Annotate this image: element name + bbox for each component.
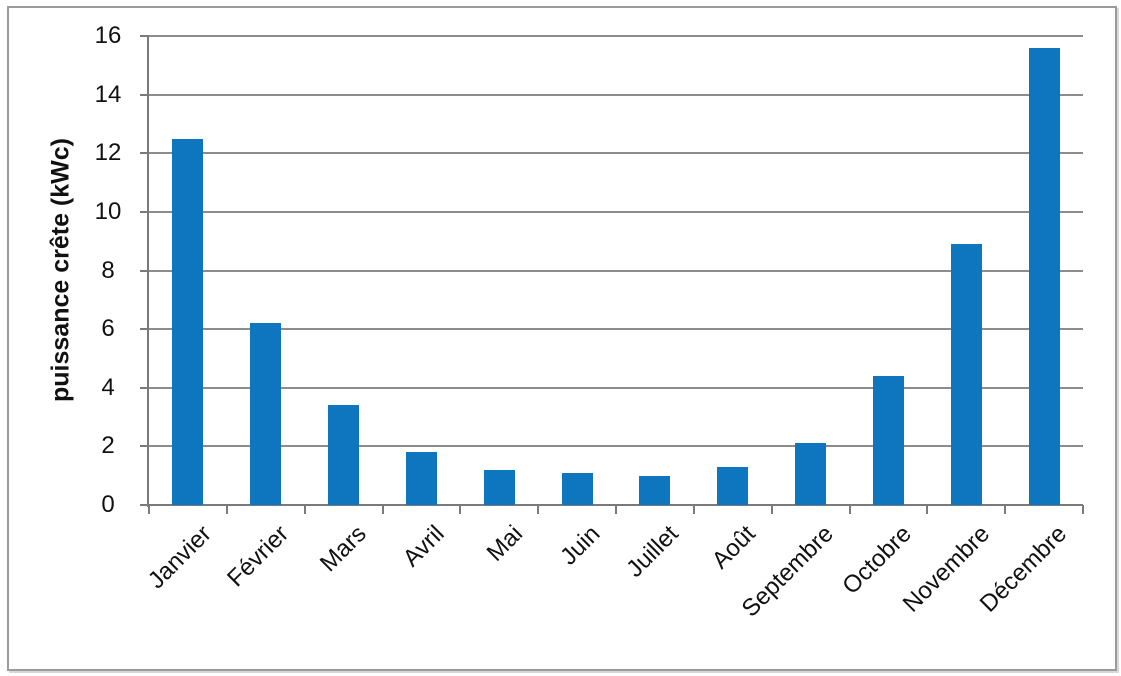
bar-decembre bbox=[1028, 47, 1060, 505]
y-tick-label-6: 6 bbox=[101, 315, 115, 343]
bar-juin bbox=[561, 472, 593, 505]
gridline-y-4 bbox=[149, 386, 1083, 389]
gridline-y-12 bbox=[149, 152, 1083, 155]
x-tick-3 bbox=[381, 505, 384, 514]
x-label-juin: Juin bbox=[555, 520, 606, 571]
bar-janvier bbox=[172, 138, 204, 505]
x-tick-2 bbox=[303, 505, 306, 514]
bar-novembre bbox=[950, 244, 982, 505]
bar-avril bbox=[405, 452, 437, 505]
y-axis-line bbox=[147, 36, 149, 507]
gridline-y-6 bbox=[149, 328, 1083, 331]
x-label-janvier: Janvier bbox=[142, 520, 217, 595]
y-tick-6 bbox=[140, 328, 149, 331]
x-tick-8 bbox=[770, 505, 773, 514]
y-tick-label-4: 4 bbox=[101, 373, 115, 401]
gridline-y-2 bbox=[149, 445, 1083, 448]
x-label-fevrier: Février bbox=[222, 520, 295, 593]
x-tick-1 bbox=[225, 505, 228, 514]
x-label-mars: Mars bbox=[315, 520, 372, 578]
y-tick-label-8: 8 bbox=[101, 256, 115, 284]
x-label-avril: Avril bbox=[398, 520, 450, 573]
gridline-y-8 bbox=[149, 269, 1083, 272]
x-tick-12 bbox=[1082, 505, 1084, 514]
y-tick-0 bbox=[140, 504, 149, 506]
y-tick-4 bbox=[140, 386, 149, 389]
y-tick-2 bbox=[140, 445, 149, 448]
y-tick-label-2: 2 bbox=[101, 432, 115, 460]
gridline-y-14 bbox=[149, 93, 1083, 96]
y-tick-label-0: 0 bbox=[101, 491, 115, 518]
bar-aout bbox=[717, 466, 749, 505]
x-tick-7 bbox=[692, 505, 695, 514]
gridline-y-10 bbox=[149, 210, 1083, 213]
y-tick-10 bbox=[140, 210, 149, 213]
x-tick-5 bbox=[537, 505, 540, 514]
y-tick-8 bbox=[140, 269, 149, 272]
bar-juillet bbox=[639, 475, 671, 505]
y-tick-16 bbox=[140, 35, 149, 37]
bar-octobre bbox=[872, 376, 904, 505]
x-tick-0 bbox=[148, 505, 150, 514]
bar-fevrier bbox=[250, 323, 282, 505]
x-tick-6 bbox=[615, 505, 617, 514]
bar-mai bbox=[483, 469, 515, 505]
y-tick-14 bbox=[140, 93, 149, 96]
x-label-juillet: Juillet bbox=[620, 520, 684, 583]
x-tick-10 bbox=[926, 505, 929, 514]
y-tick-label-14: 14 bbox=[94, 80, 122, 108]
x-label-octobre: Octobre bbox=[837, 520, 917, 600]
y-tick-label-12: 12 bbox=[94, 139, 122, 167]
y-tick-label-16: 16 bbox=[94, 22, 122, 49]
x-tick-4 bbox=[459, 505, 462, 514]
x-tick-11 bbox=[1004, 505, 1007, 514]
x-label-aout: Août bbox=[707, 520, 762, 575]
gridline-y-16 bbox=[149, 35, 1083, 37]
x-tick-9 bbox=[848, 505, 851, 514]
x-label-mai: Mai bbox=[481, 520, 528, 567]
bar-septembre bbox=[795, 443, 827, 505]
y-tick-12 bbox=[140, 152, 149, 155]
y-tick-label-10: 10 bbox=[94, 197, 122, 225]
bar-mars bbox=[328, 405, 360, 505]
